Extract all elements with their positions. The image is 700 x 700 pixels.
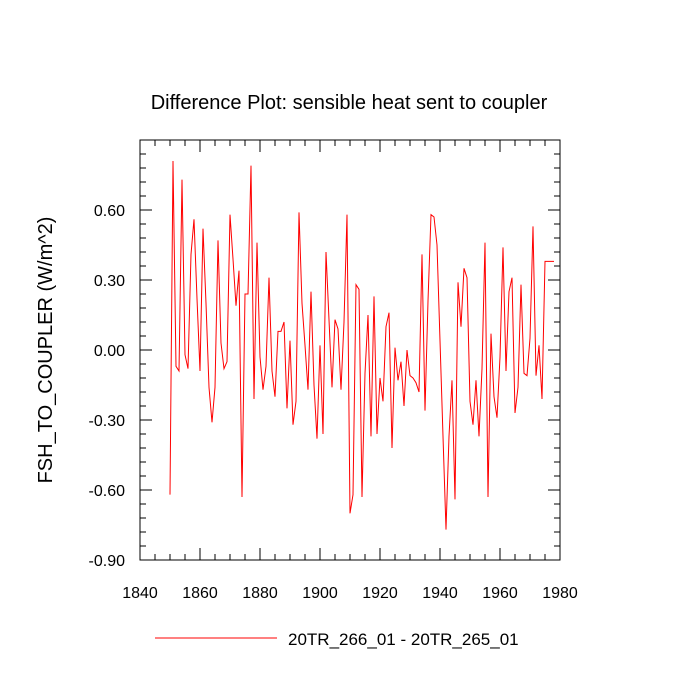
- series-layer: [169, 160, 554, 530]
- tick-labels: 1840 1860 1880 1900 1920 1940 1960 1980 -0.90 -0.…: [89, 203, 578, 602]
- y-tick-label: 0.30: [94, 273, 125, 290]
- y-tick-label: -0.60: [89, 483, 126, 500]
- series-line: [169, 160, 554, 530]
- x-tick-label: 1880: [242, 585, 278, 602]
- plot-area: 1840 1860 1880 1900 1920 1940 1960 1980 -0.90 -0.…: [89, 139, 578, 602]
- x-tick-label: 1900: [302, 585, 338, 602]
- x-tick-label: 1980: [542, 585, 578, 602]
- x-tick-label: 1840: [122, 585, 158, 602]
- x-tick-label: 1920: [362, 585, 398, 602]
- x-tick-label: 1860: [182, 585, 218, 602]
- y-tick-label: 0.00: [94, 343, 125, 360]
- x-tick-label: 1940: [422, 585, 458, 602]
- x-tick-label: 1960: [482, 585, 518, 602]
- legend-label: 20TR_266_01 - 20TR_265_01: [288, 630, 519, 649]
- y-tick-label: 0.60: [94, 203, 125, 220]
- y-tick-label: -0.30: [89, 413, 126, 430]
- y-axis-label: FSH_TO_COUPLER (W/m^2): [35, 217, 57, 484]
- axis-ticks: [139, 140, 561, 561]
- chart-title: Difference Plot: sensible heat sent to c…: [151, 92, 548, 114]
- legend: 20TR_266_01 - 20TR_265_01: [155, 630, 519, 649]
- y-tick-label: -0.90: [89, 553, 126, 570]
